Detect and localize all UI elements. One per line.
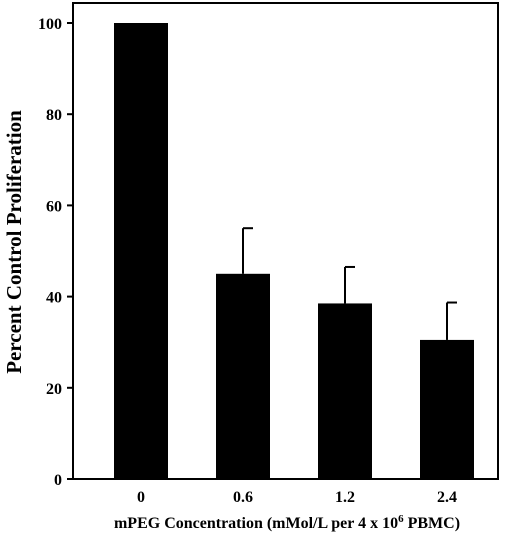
plot-frame (72, 2, 499, 480)
x-tick-label: 1.2 (335, 489, 355, 506)
y-axis-title: Percent Control Proliferation (2, 110, 26, 374)
x-axis-title-main: mPEG Concentration (mMol/L per 4 x 10 (114, 515, 398, 532)
x-axis-title-suffix: PBMC) (404, 515, 460, 532)
y-tick-label: 100 (38, 16, 62, 33)
x-tick-label: 0.6 (233, 489, 253, 506)
bar (114, 23, 168, 479)
y-tick-label: 20 (46, 381, 62, 398)
x-axis-title-superscript: 6 (398, 513, 404, 525)
y-axis-ticks: 0 20 40 60 80 100 (38, 16, 73, 489)
y-tick-label: 80 (46, 107, 62, 124)
bars-group (114, 23, 474, 479)
y-tick-label: 60 (46, 198, 62, 215)
error-bars-group (242, 227, 457, 340)
bar (216, 273, 270, 479)
bar (318, 303, 372, 479)
x-axis-title: mPEG Concentration (mMol/L per 4 x 106 P… (114, 513, 460, 532)
x-tick-label: 2.4 (437, 489, 457, 506)
bar (420, 339, 474, 479)
x-axis-ticks: 0 0.6 1.2 2.4 (137, 489, 457, 506)
y-tick-label: 40 (46, 290, 62, 307)
y-tick-label: 0 (54, 472, 62, 489)
x-tick-label: 0 (137, 489, 145, 506)
